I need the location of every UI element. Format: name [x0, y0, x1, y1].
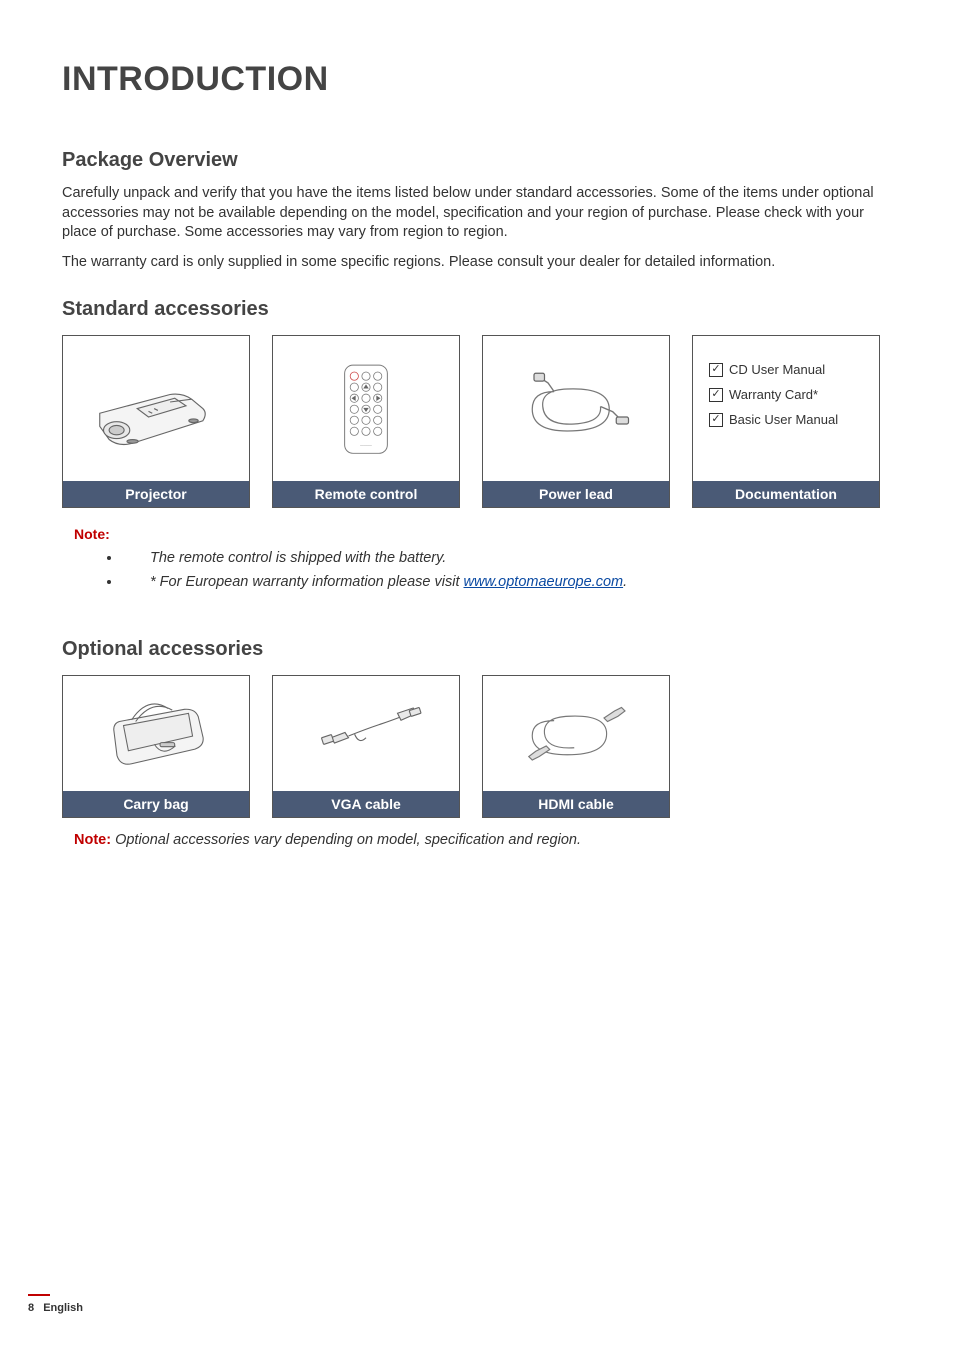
optional-accessories-grid: Carry bag VGA cable: [62, 675, 892, 818]
note-item-2: * For European warranty information plea…: [122, 574, 892, 590]
note-optional: Note: Optional accessories vary dependin…: [74, 832, 892, 848]
note-label-optional: Note:: [74, 832, 111, 848]
card-label-projector: Projector: [63, 481, 249, 507]
doc-warranty-label: Warranty Card*: [729, 387, 818, 402]
note2-prefix: * For European warranty information plea…: [150, 574, 464, 590]
hdmi-cable-illustration: [483, 676, 669, 791]
documentation-list-area: ✓ CD User Manual ✓ Warranty Card* ✓ Basi…: [693, 336, 879, 481]
doc-item-basic: ✓ Basic User Manual: [709, 412, 838, 427]
heading-optional-accessories: Optional accessories: [62, 638, 892, 661]
power-lead-illustration: [483, 336, 669, 481]
card-power-lead: Power lead: [482, 335, 670, 508]
heading-package-overview: Package Overview: [62, 149, 892, 172]
optoma-europe-link[interactable]: www.optomaeurope.com: [464, 574, 624, 590]
page-footer: 8 English: [28, 1294, 83, 1314]
heading-standard-accessories: Standard accessories: [62, 298, 892, 321]
checkbox-icon: ✓: [709, 363, 723, 377]
note-label-standard: Note:: [74, 526, 892, 542]
standard-accessories-grid: Projector ──── Remote contro: [62, 335, 892, 508]
footer-accent-bar: [28, 1294, 50, 1296]
vga-cable-illustration: [273, 676, 459, 791]
card-label-hdmi: HDMI cable: [483, 791, 669, 817]
page-number: 8: [28, 1302, 34, 1314]
card-remote: ──── Remote control: [272, 335, 460, 508]
paragraph-overview-2: The warranty card is only supplied in so…: [62, 253, 892, 273]
doc-item-cd: ✓ CD User Manual: [709, 362, 838, 377]
card-vga-cable: VGA cable: [272, 675, 460, 818]
card-label-remote: Remote control: [273, 481, 459, 507]
notes-list-standard: The remote control is shipped with the b…: [122, 550, 892, 590]
card-documentation: ✓ CD User Manual ✓ Warranty Card* ✓ Basi…: [692, 335, 880, 508]
page-language: English: [43, 1302, 83, 1314]
projector-illustration: [63, 336, 249, 481]
card-label-carry-bag: Carry bag: [63, 791, 249, 817]
doc-item-warranty: ✓ Warranty Card*: [709, 387, 838, 402]
checkbox-icon: ✓: [709, 388, 723, 402]
page-title: INTRODUCTION: [62, 60, 892, 99]
doc-cd-label: CD User Manual: [729, 362, 825, 377]
note2-suffix: .: [623, 574, 627, 590]
svg-text:────: ────: [359, 442, 372, 447]
card-projector: Projector: [62, 335, 250, 508]
remote-illustration: ────: [273, 336, 459, 481]
carry-bag-illustration: [63, 676, 249, 791]
doc-basic-label: Basic User Manual: [729, 412, 838, 427]
checkbox-icon: ✓: [709, 413, 723, 427]
paragraph-overview-1: Carefully unpack and verify that you hav…: [62, 184, 892, 243]
card-label-documentation: Documentation: [693, 481, 879, 507]
card-hdmi-cable: HDMI cable: [482, 675, 670, 818]
note-text-optional: Optional accessories vary depending on m…: [111, 832, 581, 848]
card-label-power: Power lead: [483, 481, 669, 507]
note-item-1: The remote control is shipped with the b…: [122, 550, 892, 566]
card-carry-bag: Carry bag: [62, 675, 250, 818]
card-label-vga: VGA cable: [273, 791, 459, 817]
